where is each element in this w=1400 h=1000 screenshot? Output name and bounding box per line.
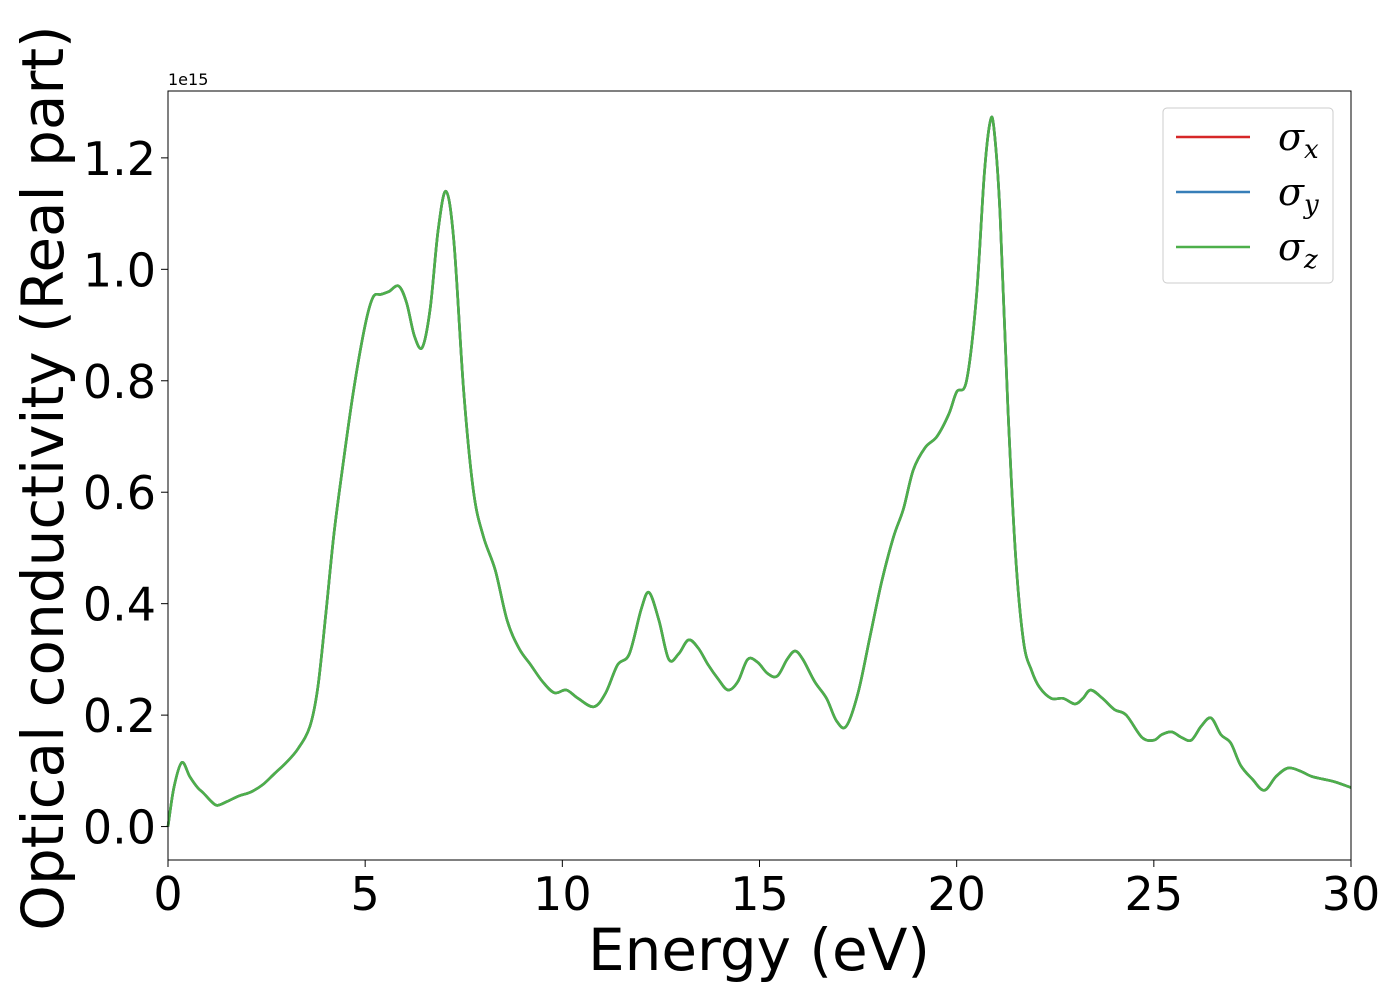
x-tick-label: 15 xyxy=(730,867,789,921)
y-offset-label: 1e15 xyxy=(168,70,208,89)
legend-box xyxy=(1162,107,1334,284)
legend-label-z: σz xyxy=(1278,225,1318,275)
x-tick-label: 5 xyxy=(351,867,380,921)
legend-label-x: σx xyxy=(1278,115,1319,165)
x-tick-label: 20 xyxy=(927,867,986,921)
x-axis-label: Energy (eV) xyxy=(588,916,930,984)
series-line-z xyxy=(166,115,1352,827)
y-tick-label: 0.8 xyxy=(83,355,156,409)
y-tick-label: 0.6 xyxy=(83,466,156,520)
x-tick-label: 0 xyxy=(153,867,182,921)
y-tick-label: 0.0 xyxy=(83,801,156,855)
legend-label-y: σy xyxy=(1278,170,1319,220)
y-axis-ticks: 0.0 0.2 0.4 0.6 0.8 1.0 1.2 xyxy=(83,132,168,855)
y-tick-label: 0.4 xyxy=(83,578,156,632)
y-axis-label: Optical conductivity (Real part) xyxy=(9,25,77,930)
x-tick-label: 10 xyxy=(533,867,592,921)
x-tick-label: 25 xyxy=(1125,867,1184,921)
plot-series-group xyxy=(166,115,1352,827)
y-tick-label: 0.2 xyxy=(83,689,156,743)
y-tick-label: 1.2 xyxy=(83,132,156,186)
y-tick-label: 1.0 xyxy=(83,243,156,297)
x-axis-ticks: 0 5 10 15 20 25 30 xyxy=(153,860,1380,921)
x-tick-label: 30 xyxy=(1322,867,1381,921)
